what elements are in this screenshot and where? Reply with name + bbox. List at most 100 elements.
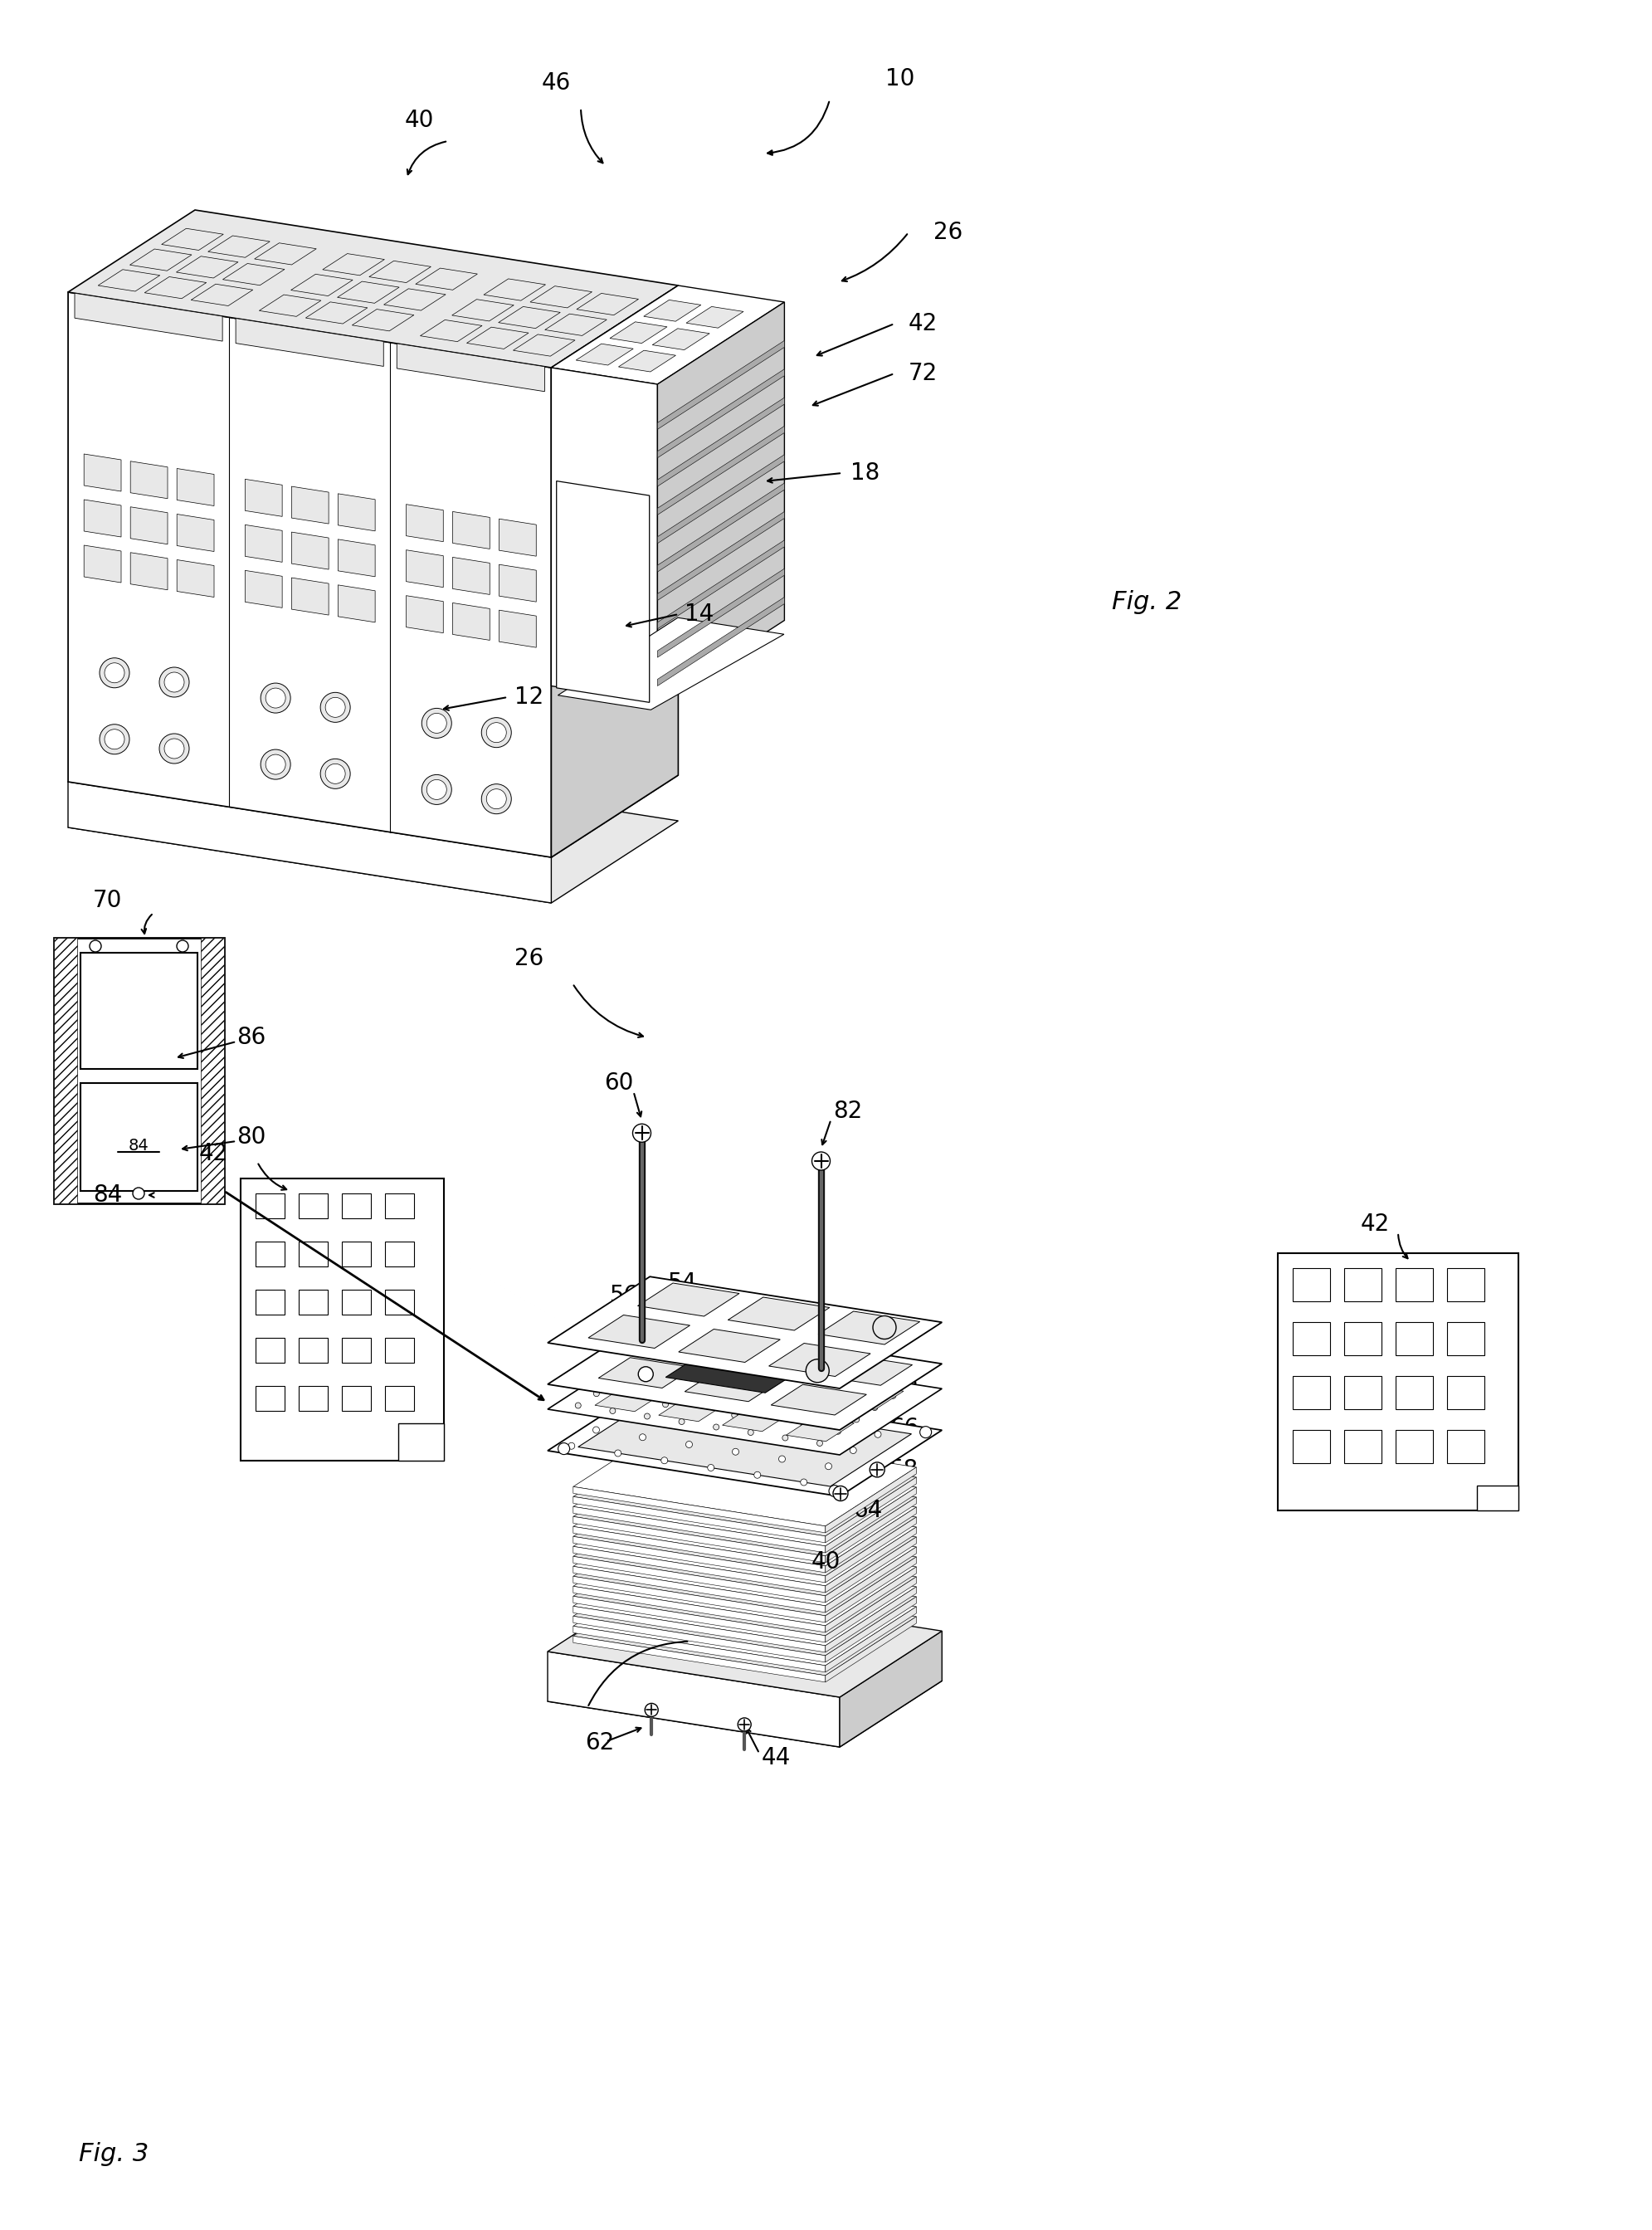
Text: 42: 42 <box>200 1142 228 1166</box>
Polygon shape <box>709 1365 776 1389</box>
Circle shape <box>662 1400 669 1407</box>
Polygon shape <box>97 270 160 292</box>
Circle shape <box>767 1418 771 1423</box>
Polygon shape <box>573 1516 917 1617</box>
Polygon shape <box>573 1447 917 1545</box>
Polygon shape <box>573 1458 917 1557</box>
Polygon shape <box>573 1577 917 1675</box>
Circle shape <box>644 1414 649 1418</box>
Polygon shape <box>68 210 679 368</box>
Text: 80: 80 <box>236 1126 266 1148</box>
Circle shape <box>99 725 129 754</box>
Polygon shape <box>573 1586 826 1632</box>
Polygon shape <box>545 314 606 337</box>
Polygon shape <box>84 546 121 582</box>
Circle shape <box>801 1423 806 1429</box>
Polygon shape <box>826 1536 917 1603</box>
Bar <box>1396 1429 1432 1463</box>
Polygon shape <box>68 783 552 903</box>
Polygon shape <box>657 301 785 702</box>
Circle shape <box>159 667 190 698</box>
Bar <box>1447 1376 1485 1409</box>
Polygon shape <box>826 1568 917 1632</box>
Polygon shape <box>684 1371 780 1400</box>
Polygon shape <box>244 479 282 517</box>
Polygon shape <box>406 551 443 586</box>
Circle shape <box>778 1456 785 1463</box>
Circle shape <box>486 789 507 809</box>
Bar <box>1396 1376 1432 1409</box>
Polygon shape <box>547 1586 942 1697</box>
Circle shape <box>679 1418 684 1425</box>
Polygon shape <box>547 1342 942 1454</box>
Circle shape <box>611 1378 618 1385</box>
Circle shape <box>872 1316 895 1338</box>
Circle shape <box>828 1423 834 1429</box>
Polygon shape <box>722 1407 790 1432</box>
Text: 84: 84 <box>129 1137 149 1153</box>
Polygon shape <box>144 277 206 299</box>
Polygon shape <box>573 1507 917 1606</box>
Circle shape <box>806 1360 829 1383</box>
Polygon shape <box>657 426 785 515</box>
Circle shape <box>890 1394 895 1398</box>
Polygon shape <box>618 350 676 372</box>
Circle shape <box>644 1704 657 1717</box>
Polygon shape <box>557 482 649 702</box>
Circle shape <box>829 1485 841 1496</box>
Polygon shape <box>573 1617 826 1661</box>
Circle shape <box>104 729 124 749</box>
Polygon shape <box>573 1528 826 1572</box>
Bar <box>1447 1269 1485 1302</box>
Polygon shape <box>244 524 282 562</box>
Polygon shape <box>547 1652 839 1746</box>
Polygon shape <box>547 1385 942 1496</box>
Text: 26: 26 <box>933 221 963 243</box>
Text: 54: 54 <box>667 1271 697 1296</box>
Bar <box>342 1387 372 1412</box>
Polygon shape <box>771 1376 839 1400</box>
Polygon shape <box>396 343 545 392</box>
Polygon shape <box>68 745 679 903</box>
Polygon shape <box>406 595 443 633</box>
Polygon shape <box>453 299 514 321</box>
Circle shape <box>628 1396 634 1403</box>
Circle shape <box>854 1416 859 1423</box>
Polygon shape <box>644 1327 740 1358</box>
Circle shape <box>610 1407 616 1414</box>
Polygon shape <box>254 243 316 265</box>
Polygon shape <box>368 261 431 283</box>
Text: Fig. 3: Fig. 3 <box>79 2141 149 2165</box>
Polygon shape <box>657 341 785 430</box>
Circle shape <box>633 1124 651 1142</box>
Polygon shape <box>192 283 253 306</box>
Circle shape <box>649 1356 654 1360</box>
Circle shape <box>615 1450 621 1456</box>
Polygon shape <box>552 285 785 384</box>
Polygon shape <box>131 553 167 591</box>
Text: 86: 86 <box>572 1329 600 1354</box>
Polygon shape <box>530 285 591 308</box>
Polygon shape <box>577 294 638 314</box>
Polygon shape <box>162 227 223 250</box>
Bar <box>256 1242 284 1267</box>
Polygon shape <box>499 520 537 555</box>
Text: 10: 10 <box>885 67 915 91</box>
Circle shape <box>717 1367 724 1371</box>
Polygon shape <box>131 462 167 500</box>
Bar <box>299 1193 327 1218</box>
Polygon shape <box>573 1565 826 1612</box>
Polygon shape <box>573 1528 917 1626</box>
Bar <box>1447 1429 1485 1463</box>
Circle shape <box>629 1367 636 1374</box>
Polygon shape <box>547 1318 942 1429</box>
Circle shape <box>710 1425 717 1432</box>
Bar <box>299 1289 327 1316</box>
Bar <box>1294 1269 1330 1302</box>
Polygon shape <box>573 1577 826 1623</box>
Polygon shape <box>573 1496 826 1543</box>
Bar <box>55 939 225 1204</box>
Text: 62: 62 <box>585 1730 615 1755</box>
Polygon shape <box>573 1637 826 1681</box>
Circle shape <box>707 1465 714 1472</box>
